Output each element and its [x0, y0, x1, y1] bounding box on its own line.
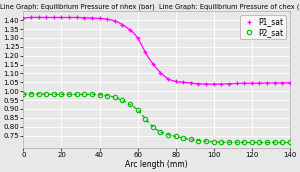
- P1_sat: [235, 82, 238, 84]
- P2_sat: [227, 141, 231, 143]
- P1_sat: [52, 17, 56, 19]
- P1_sat: [121, 24, 124, 26]
- P2_sat: [174, 135, 177, 137]
- Line: P2_sat: P2_sat: [21, 92, 292, 145]
- P1_sat: [60, 17, 63, 19]
- P2_sat: [90, 93, 94, 95]
- P2_sat: [182, 137, 185, 139]
- P1_sat: [98, 17, 101, 19]
- P1_sat: [67, 17, 71, 19]
- Title: Line Graph: Equilibrium Pressure of nhex (bar)  Line Graph: Equilibrium Pressure: Line Graph: Equilibrium Pressure of nhex…: [0, 3, 300, 10]
- P2_sat: [258, 141, 261, 143]
- P2_sat: [67, 93, 71, 95]
- P2_sat: [151, 126, 154, 128]
- P1_sat: [212, 83, 215, 85]
- P2_sat: [29, 93, 33, 95]
- P1_sat: [182, 81, 185, 83]
- P1_sat: [159, 72, 162, 74]
- P1_sat: [151, 63, 154, 65]
- P2_sat: [113, 96, 116, 98]
- Line: P1_sat: P1_sat: [21, 15, 292, 87]
- P2_sat: [105, 95, 109, 97]
- P1_sat: [189, 82, 193, 84]
- P2_sat: [204, 140, 208, 142]
- P1_sat: [82, 17, 86, 19]
- P2_sat: [60, 93, 63, 95]
- P1_sat: [105, 18, 109, 20]
- P1_sat: [280, 82, 284, 84]
- P2_sat: [121, 99, 124, 101]
- P2_sat: [250, 141, 253, 143]
- P1_sat: [166, 78, 170, 80]
- P1_sat: [242, 82, 246, 84]
- P2_sat: [189, 138, 193, 141]
- P2_sat: [159, 131, 162, 133]
- P2_sat: [82, 93, 86, 95]
- P2_sat: [242, 141, 246, 143]
- P1_sat: [258, 82, 261, 84]
- P2_sat: [212, 141, 215, 143]
- P2_sat: [75, 93, 79, 95]
- P2_sat: [44, 93, 48, 95]
- P2_sat: [273, 141, 276, 143]
- Legend: P1_sat, P2_sat: P1_sat, P2_sat: [240, 15, 286, 39]
- X-axis label: Arc length (mm): Arc length (mm): [125, 159, 188, 169]
- P2_sat: [220, 141, 223, 143]
- P2_sat: [265, 141, 269, 143]
- P1_sat: [90, 17, 94, 19]
- P1_sat: [288, 82, 292, 84]
- P1_sat: [265, 82, 269, 84]
- P2_sat: [52, 93, 56, 95]
- P2_sat: [22, 93, 25, 95]
- P1_sat: [204, 83, 208, 85]
- P2_sat: [37, 93, 40, 95]
- P2_sat: [197, 139, 200, 142]
- P1_sat: [250, 82, 253, 84]
- P2_sat: [128, 103, 132, 105]
- P2_sat: [280, 141, 284, 143]
- P1_sat: [29, 17, 33, 19]
- P1_sat: [197, 83, 200, 85]
- P1_sat: [37, 17, 40, 19]
- P2_sat: [235, 141, 238, 143]
- P1_sat: [22, 17, 25, 19]
- P1_sat: [44, 17, 48, 19]
- P1_sat: [143, 51, 147, 53]
- P1_sat: [227, 83, 231, 85]
- P2_sat: [166, 134, 170, 136]
- P2_sat: [98, 94, 101, 96]
- P1_sat: [75, 17, 79, 19]
- P2_sat: [288, 141, 292, 143]
- P2_sat: [143, 118, 147, 120]
- P1_sat: [128, 29, 132, 31]
- P2_sat: [136, 109, 140, 111]
- P1_sat: [174, 80, 177, 82]
- P1_sat: [220, 83, 223, 85]
- P1_sat: [136, 37, 140, 39]
- P1_sat: [113, 20, 116, 22]
- P1_sat: [273, 82, 276, 84]
